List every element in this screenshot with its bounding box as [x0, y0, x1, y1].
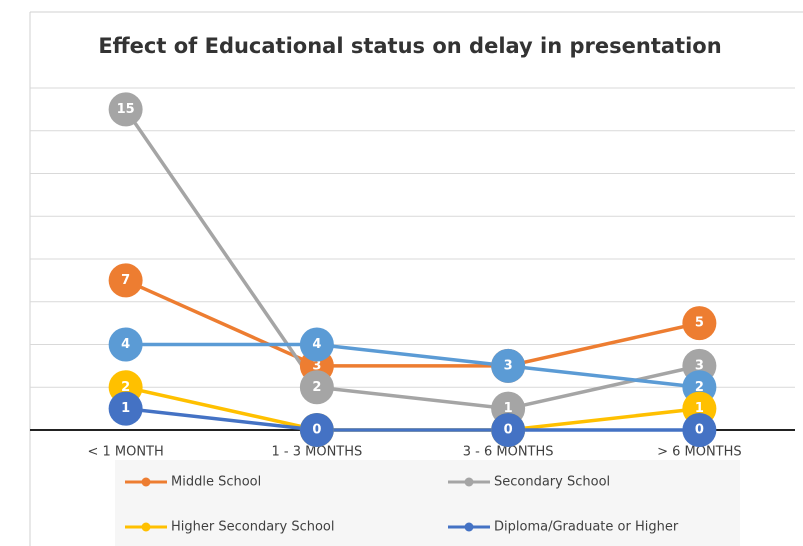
data-label: 3: [312, 358, 321, 373]
legend-label: Diploma/Graduate or Higher: [494, 520, 679, 535]
series-line: [124, 278, 700, 368]
data-point: [108, 92, 143, 127]
data-point: [491, 348, 526, 383]
x-tick-label: > 6 MONTHS: [657, 445, 742, 460]
data-label: 3: [695, 358, 704, 373]
data-label: 1: [695, 401, 704, 416]
legend-label: Secondary School: [494, 475, 610, 490]
legend-swatch: [141, 522, 151, 532]
data-point: [682, 413, 717, 447]
data-label: 2: [695, 380, 704, 395]
legend-label: Middle School: [171, 475, 261, 490]
data-point: [299, 327, 334, 362]
data-label: 1: [121, 401, 130, 416]
data-label: 4: [312, 337, 321, 352]
data-point: [299, 413, 334, 447]
series-line: [125, 342, 700, 389]
legend-swatch: [141, 477, 151, 487]
data-label: 5: [695, 316, 704, 331]
legend-swatch: [464, 477, 474, 487]
data-label: 0: [312, 423, 321, 438]
x-tick-label: 1 - 3 MONTHS: [271, 445, 362, 460]
data-label: 3: [504, 358, 513, 373]
data-point: [108, 327, 143, 362]
data-label: 1: [504, 401, 513, 416]
legend-swatch: [464, 522, 474, 532]
x-tick-label: < 1 MONTH: [87, 445, 163, 460]
legend-box: [115, 460, 740, 546]
data-label: 2: [121, 380, 130, 395]
data-label: 0: [695, 423, 704, 438]
legend-label: Higher Secondary School: [171, 520, 335, 535]
data-label: 7: [121, 273, 130, 288]
data-label: 0: [504, 423, 513, 438]
data-point: [491, 413, 526, 447]
series-line: [125, 385, 700, 432]
chart-title: Effect of Educational status on delay in…: [98, 34, 721, 58]
data-point: [299, 370, 334, 405]
data-point: [682, 306, 717, 341]
series-line: [124, 108, 700, 411]
data-label: 2: [312, 380, 321, 395]
x-tick-label: 3 - 6 MONTHS: [463, 445, 554, 460]
series-line: [125, 406, 700, 432]
data-label: 4: [121, 337, 130, 352]
data-point: [108, 263, 143, 298]
data-label: 15: [117, 102, 135, 117]
data-point: [108, 391, 143, 426]
